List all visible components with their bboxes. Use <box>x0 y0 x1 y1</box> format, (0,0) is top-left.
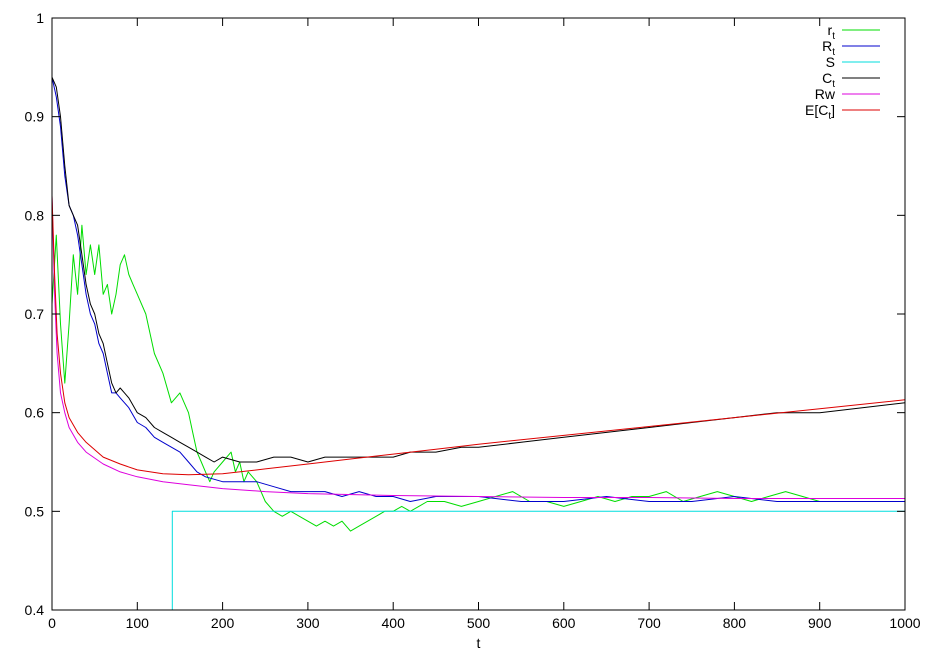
x-tick-label: 600 <box>552 615 576 631</box>
legend: rt​Rt​SCt​RwE[Ct​] <box>805 22 880 122</box>
x-tick-label: 100 <box>126 615 150 631</box>
x-tick-label: 200 <box>211 615 235 631</box>
y-tick-label: 0.7 <box>25 306 45 322</box>
y-tick-label: 1 <box>36 10 44 26</box>
x-tick-label: 500 <box>467 615 491 631</box>
x-tick-label: 800 <box>723 615 747 631</box>
x-axis-ticks: 0 100 200 300 400 500 600 700 800 900 1000 <box>48 18 921 631</box>
x-tick-label: 1000 <box>889 615 920 631</box>
y-tick-label: 0.5 <box>25 503 45 519</box>
y-tick-label: 0.9 <box>25 109 45 125</box>
x-tick-label: 700 <box>637 615 661 631</box>
legend-label-r-t: rt​ <box>828 22 836 42</box>
series-line-e-c-t <box>51 195 906 476</box>
legend-label-rw: Rw <box>815 86 836 102</box>
series-line-r-t <box>51 77 905 502</box>
legend-label-r-t: Rt​ <box>822 38 835 58</box>
x-tick-label: 0 <box>48 615 56 631</box>
legend-label-e-c-t: E[Ct​] <box>805 102 835 122</box>
legend-label-s: S <box>826 54 835 70</box>
y-tick-label: 0.4 <box>25 602 45 618</box>
x-tick-label: 300 <box>296 615 320 631</box>
x-tick-label: 400 <box>382 615 406 631</box>
series-line-r-t <box>51 224 905 532</box>
y-tick-label: 0.8 <box>25 207 45 223</box>
y-axis-ticks: 0.4 0.5 0.6 0.7 0.8 0.9 1 <box>25 10 905 618</box>
x-tick-label: 900 <box>808 615 832 631</box>
series-line-c-t <box>51 77 906 463</box>
y-tick-label: 0.6 <box>25 405 45 421</box>
legend-label-c-t: Ct​ <box>822 70 835 90</box>
series-line-rw <box>51 195 905 499</box>
x-axis-title: t <box>477 635 481 651</box>
